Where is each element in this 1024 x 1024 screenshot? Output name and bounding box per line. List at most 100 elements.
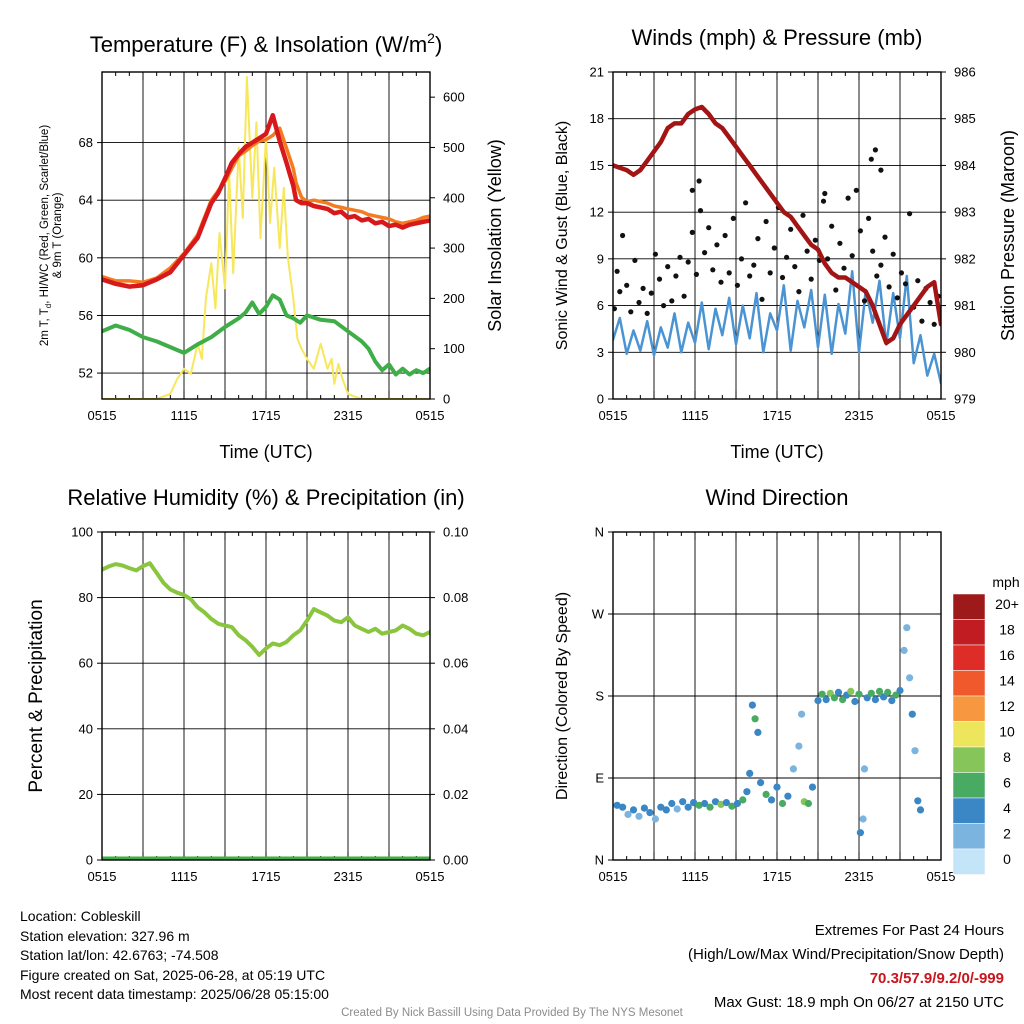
gust-point [898,270,905,276]
direction-point [733,799,742,808]
direction-point [804,799,813,808]
y-tick-label: S [595,689,604,704]
gust-point [636,299,642,306]
y-tick-label: 15 [590,158,604,173]
y-tick-label: N [595,525,604,540]
y-axis-label: Direction (Colored By Speed) [554,592,571,800]
gust-point [689,229,695,235]
gust-point [849,253,855,259]
colorbar-swatch [952,644,986,671]
extremes-info: Extremes For Past 24 Hours (High/Low/Max… [688,919,1004,1015]
direction-point [690,799,698,807]
x-tick-label: 1715 [252,869,281,884]
series-line-1 [102,561,430,657]
y2-tick-label: 982 [954,251,976,266]
y2-tick-label: 985 [954,111,976,126]
x-tick-label: 2315 [845,408,874,423]
gust-point [617,289,623,295]
y2-tick-label: 0.08 [443,590,468,605]
direction-point [818,690,826,698]
y2-tick-label: 0.10 [443,525,468,540]
gust-point [759,296,765,302]
gust-point [907,211,913,217]
x-tick-label: 1115 [682,869,709,884]
y2-tick-label: 0.06 [443,656,468,671]
y-axis-label: Percent & Precipitation [26,599,47,792]
gust-point [788,226,794,232]
series-group [102,76,430,399]
direction-point [751,715,759,723]
y2-tick-label: 981 [954,298,976,313]
direction-point [767,796,776,804]
y2-tick-label: 200 [443,291,465,306]
chart-title: Wind Direction [705,485,848,510]
y-tick-label: 52 [79,366,93,381]
extremes-values: 70.3/57.9/9.2/0/-999 [869,970,1004,987]
colorbar-title: mph [992,574,1019,590]
direction-point [757,779,765,787]
plot-border [101,71,431,400]
direction-point [808,783,817,791]
y-tick-label: 80 [79,590,93,605]
x-tick-label: 0515 [416,408,445,423]
max-gust: Max Gust: 18.9 mph On 06/27 at 2150 UTC [713,994,1004,1011]
series-group [613,104,941,385]
x-tick-label: 2315 [334,869,363,884]
gust-point [696,178,702,184]
direction-point [916,806,925,814]
series-line-4 [102,76,430,399]
direction-point [906,674,914,682]
station-elevation: Station elevation: 327.96 m [20,927,190,944]
gust-point [755,236,761,242]
y2-tick-label: 980 [954,345,976,360]
colorbar-swatch [952,797,986,824]
station-location: Location: Cobleskill [20,908,141,924]
colorbar-label: 20+ [995,596,1019,612]
gust-point [872,147,879,153]
colorbar-swatch [952,593,986,620]
direction-point [778,799,787,808]
direction-point [684,803,692,811]
gust-point [771,245,777,251]
y2-tick-label: 400 [443,190,465,205]
y2-tick-label: 979 [954,392,976,407]
colorbar-swatch [952,746,986,773]
gust-point [820,198,827,204]
points-group [613,624,925,837]
direction-point [646,809,654,817]
gust-point [685,259,691,265]
y-tick-label: 9 [597,251,604,266]
direction-point [856,829,865,837]
x-tick-label: 1115 [682,408,709,423]
gust-point [726,270,732,276]
y2-tick-label: 0.00 [443,853,468,868]
gust-point [614,268,620,274]
direction-point [711,798,720,806]
x-tick-label: 1715 [252,408,281,423]
direction-point [629,806,638,814]
y-tick-label: 60 [79,656,93,671]
gust-point [624,282,630,288]
y-tick-label: 64 [79,193,93,208]
series-line-3 [613,104,941,346]
direction-point [908,710,916,718]
gust-point [734,282,741,288]
gust-point [648,290,654,296]
chart-title: Temperature (F) & Insolation (W/m2) [90,30,443,57]
colorbar-label: 10 [999,724,1015,740]
gust-point [804,248,810,254]
y2-axis-label: Solar Insolation (Yellow) [485,139,505,331]
plot-border [101,531,431,861]
y-tick-label: 0 [597,392,604,407]
gust-point [845,195,851,201]
colorbar-swatch [952,772,986,799]
gust-point [833,287,839,293]
gust-point [927,299,933,306]
direction-point [871,696,880,704]
direction-point [834,688,843,697]
series-line-3 [102,293,430,377]
colorbar: mph 20+ 18 16 14 12 10 8 6 4 2 0 [952,574,1020,875]
y-tick-label: 68 [79,135,93,150]
direction-point [903,624,911,632]
direction-point [795,742,803,750]
